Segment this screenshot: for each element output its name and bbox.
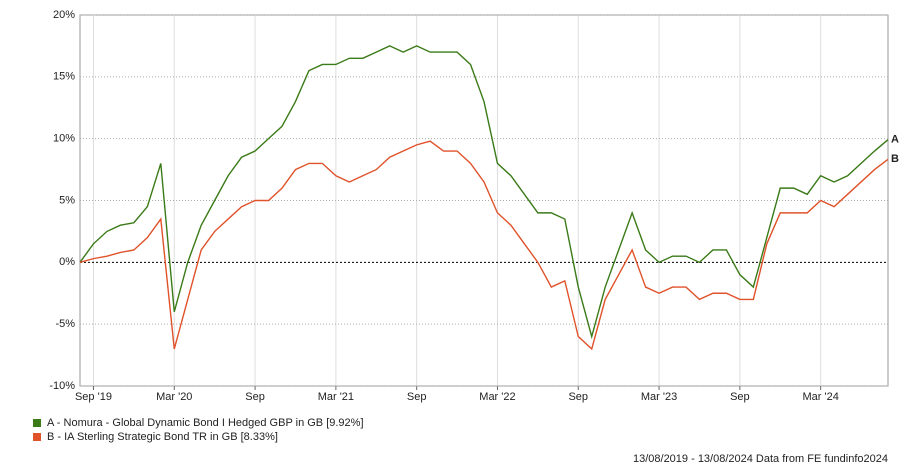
x-tick-label: Mar '20 — [156, 391, 192, 403]
y-tick-label: -10% — [49, 380, 75, 392]
x-tick-label: Mar '24 — [802, 391, 838, 403]
end-label: A — [891, 134, 899, 146]
footer: 13/08/2019 - 13/08/2024 Data from FE fun… — [633, 453, 888, 465]
legend-label: B - IA Sterling Strategic Bond TR in GB … — [47, 431, 278, 443]
y-tick-label: 0% — [59, 256, 75, 268]
x-tick-label: Mar '22 — [479, 391, 515, 403]
y-tick-label: 15% — [53, 71, 75, 83]
x-tick-label: Mar '21 — [318, 391, 354, 403]
x-tick-label: Sep '19 — [75, 391, 112, 403]
y-tick-label: 10% — [53, 133, 75, 145]
end-label: B — [891, 153, 899, 165]
x-tick-label: Mar '23 — [641, 391, 677, 403]
legend-label: A - Nomura - Global Dynamic Bond I Hedge… — [47, 417, 364, 429]
x-tick-label: Sep — [730, 391, 750, 403]
x-tick-label: Sep — [568, 391, 588, 403]
legend-swatch — [33, 419, 41, 427]
x-tick-label: Sep — [407, 391, 427, 403]
series-line — [79, 45, 889, 340]
legend-swatch — [33, 433, 41, 441]
series-line — [79, 140, 889, 351]
x-tick-label: Sep — [245, 391, 265, 403]
y-tick-label: 5% — [59, 194, 75, 206]
y-tick-label: -5% — [55, 318, 75, 330]
y-tick-label: 20% — [53, 9, 75, 21]
plot-area — [79, 14, 889, 387]
